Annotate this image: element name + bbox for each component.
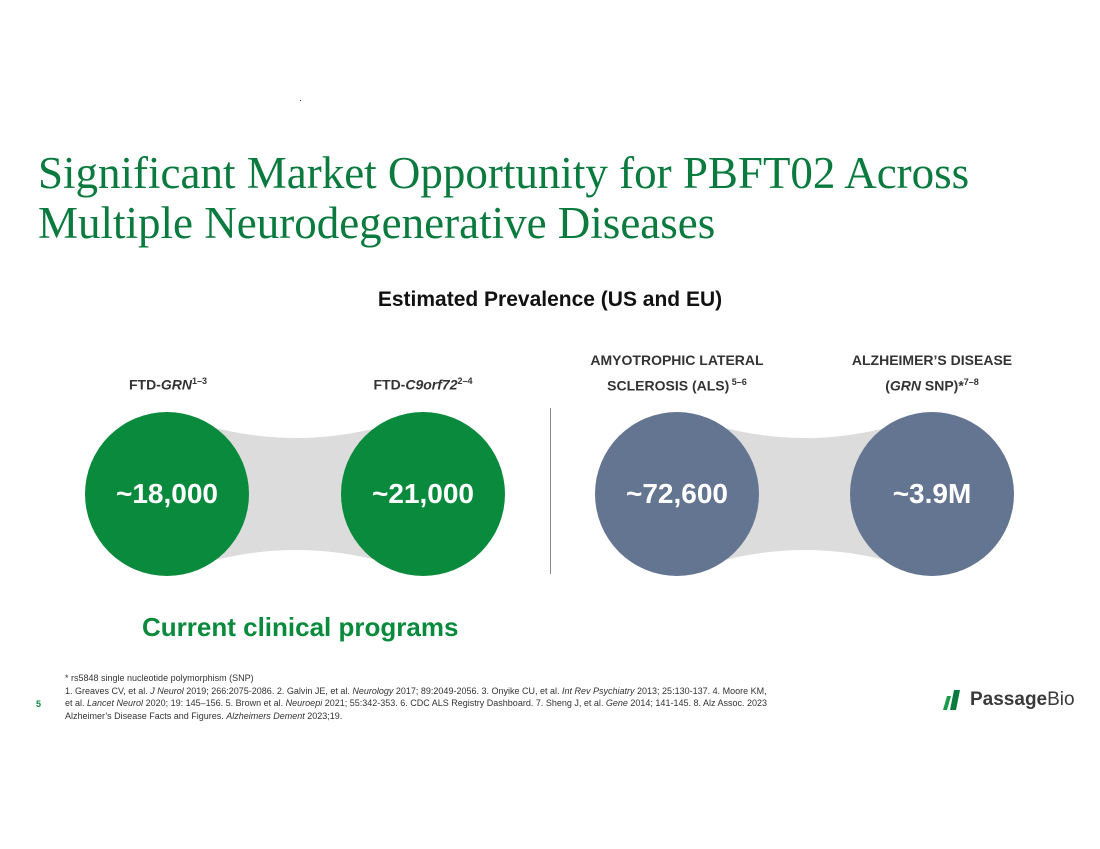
label-ftd-c9orf72: FTD-C9orf722–4 [373, 376, 473, 393]
label-ftd-grn: FTD-GRN1–3 [128, 376, 208, 393]
footnote-refs-3: Alzheimer’s Disease Facts and Figures. A… [65, 710, 343, 721]
label-als: AMYOTROPHIC LATERAL SCLEROSIS (ALS) 5–6 [590, 352, 764, 394]
passage-bio-logo: PassageBio [940, 688, 1075, 712]
divider-line [550, 408, 551, 574]
logo-text: PassageBio [970, 689, 1075, 710]
circle-alzheimers: ~3.9M [850, 412, 1014, 576]
title-line-1: Significant Market Opportunity for PBFT0… [38, 148, 970, 198]
stray-dot [300, 100, 301, 101]
label-alzheimers: ALZHEIMER’S DISEASE (GRN SNP)*7–8 [851, 352, 1013, 394]
footnote-refs-2: et al. Lancet Neurol 2020; 19: 145–156. … [65, 698, 768, 708]
current-programs-label: Current clinical programs [142, 612, 459, 642]
page-title: Significant Market Opportunity for PBFT0… [38, 148, 1038, 248]
chart-subtitle: Estimated Prevalence (US and EU) [377, 288, 723, 311]
circle-ftd-grn: ~18,000 [85, 412, 249, 576]
passage-bio-logo-icon [943, 690, 960, 710]
circle-ftd-c9orf72: ~21,000 [341, 412, 505, 576]
footnote-snp: * rs5848 single nucleotide polymorphism … [65, 673, 254, 683]
footnote-refs-1: 1. Greaves CV, et al. J Neurol 2019; 266… [65, 685, 767, 696]
circle-als: ~72,600 [595, 412, 759, 576]
page-number: 5 [36, 699, 42, 709]
title-line-2: Multiple Neurodegenerative Diseases [38, 198, 716, 248]
footnotes: * rs5848 single nucleotide polymorphism … [65, 672, 885, 722]
